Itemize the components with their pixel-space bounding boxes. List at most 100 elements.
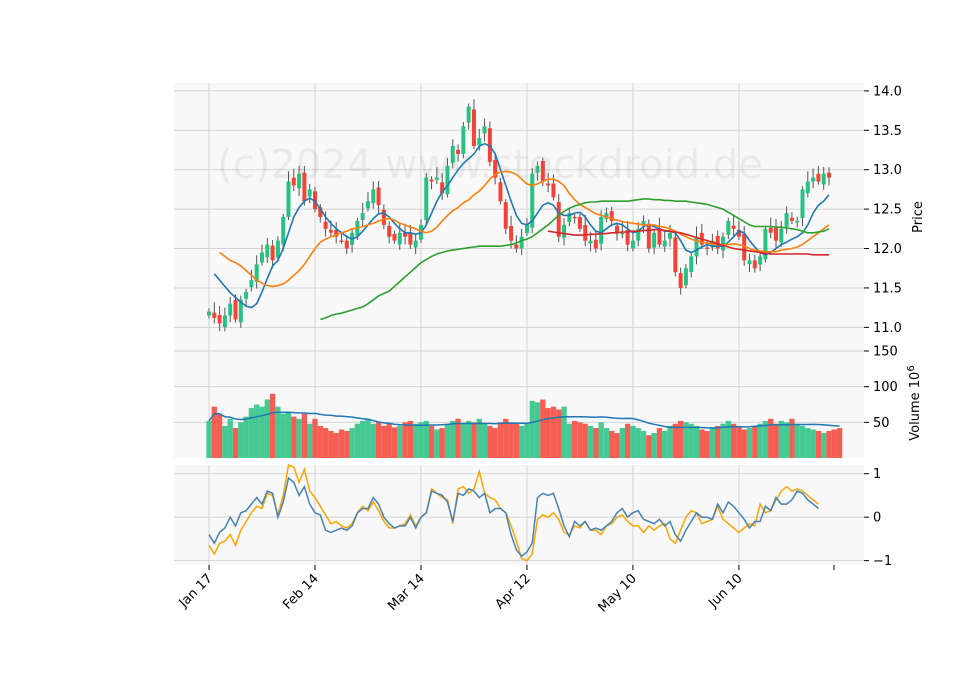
volume-bar xyxy=(370,423,376,458)
volume-bar xyxy=(805,428,811,458)
candle-body xyxy=(286,181,291,217)
volume-bar xyxy=(375,422,382,458)
candle-body xyxy=(763,228,768,260)
candle-body xyxy=(249,280,254,288)
volume-bar xyxy=(248,408,255,458)
volume-bar xyxy=(513,423,519,458)
candle-body xyxy=(747,260,752,265)
candle-body xyxy=(265,244,270,258)
candle-body xyxy=(551,183,556,198)
volume-bar xyxy=(736,425,742,458)
volume-bar xyxy=(508,422,514,458)
candle-body xyxy=(312,191,317,210)
candle-body xyxy=(721,236,726,251)
volume-bar xyxy=(391,427,398,458)
candle-body xyxy=(482,126,487,134)
candle-body xyxy=(328,229,333,233)
candle-body xyxy=(281,217,286,245)
volume-bar xyxy=(582,423,588,458)
candle-body xyxy=(562,224,567,238)
osc-axis-tick-label: 0 xyxy=(873,511,881,526)
volume-bar xyxy=(571,420,578,458)
volume-bar xyxy=(725,420,731,458)
candle-body xyxy=(222,315,227,328)
volume-bar xyxy=(768,418,774,458)
volume-bar xyxy=(476,418,482,458)
candle-body xyxy=(318,207,323,217)
candle-body xyxy=(726,220,731,235)
candle-body xyxy=(270,245,275,261)
volume-bar xyxy=(434,429,440,458)
volume-bar xyxy=(333,433,339,458)
volume-bar xyxy=(720,423,726,458)
candle-body xyxy=(323,221,328,229)
candle-body xyxy=(524,224,529,233)
volume-bar xyxy=(783,422,790,458)
candle-body xyxy=(774,228,779,241)
volume-bar xyxy=(481,423,488,458)
candle-body xyxy=(307,189,312,197)
candle-body xyxy=(466,106,471,123)
volume-bar xyxy=(614,433,620,458)
volume-bar xyxy=(656,428,663,458)
volume-bar xyxy=(693,425,700,458)
volume-bar xyxy=(349,428,355,458)
candle-body xyxy=(609,211,614,221)
volume-bar xyxy=(503,418,509,458)
volume-bar xyxy=(831,429,837,458)
candle-body xyxy=(715,235,720,249)
candle-body xyxy=(244,291,249,299)
candle-body xyxy=(546,183,551,186)
candle-body xyxy=(514,244,519,249)
volume-bar xyxy=(386,423,392,458)
candle-body xyxy=(392,233,397,241)
volume-bar xyxy=(402,422,408,458)
volume-bar xyxy=(487,425,493,458)
candle-body xyxy=(779,228,784,243)
price-axis-label: Price xyxy=(911,201,926,233)
candle-body xyxy=(588,240,593,244)
volume-bar xyxy=(646,435,652,458)
volume-bar xyxy=(413,423,419,458)
candle-body xyxy=(259,252,264,263)
x-axis-tick-label: Mar 14 xyxy=(385,571,428,614)
candle-body xyxy=(212,312,217,318)
candle-body xyxy=(577,217,582,229)
candle-body xyxy=(291,177,296,186)
ma-mid-line xyxy=(219,170,830,288)
volume-bar xyxy=(285,411,292,458)
volume-bar xyxy=(397,425,403,458)
volume-bar xyxy=(259,406,265,458)
candle-body xyxy=(339,240,344,242)
candle-body xyxy=(540,161,545,182)
volume-bar xyxy=(312,418,318,458)
volume-bar xyxy=(577,422,583,458)
candle-body xyxy=(434,177,439,180)
candle-body xyxy=(668,232,673,239)
volume-axis-label: Volume 106 xyxy=(906,365,923,440)
candle-body xyxy=(334,229,339,237)
candle-body xyxy=(408,232,413,245)
volume-bar xyxy=(344,430,350,458)
price-axis-tick-label: 12.5 xyxy=(873,203,902,218)
volume-bar xyxy=(677,420,684,458)
volume-bar xyxy=(211,406,217,458)
osc-axis-tick-label: 1 xyxy=(873,467,881,482)
volume-bar xyxy=(381,425,387,458)
volume-bar xyxy=(794,423,800,458)
price-axis-tick-label: 13.5 xyxy=(873,124,902,139)
volume-bar xyxy=(556,409,562,458)
price-axis-tick-label: 13.0 xyxy=(873,163,902,178)
price-panel xyxy=(174,83,864,351)
volume-bar xyxy=(746,428,753,458)
volume-bar xyxy=(757,423,763,458)
price-axis-tick-label: 11.0 xyxy=(873,321,902,336)
candle-body xyxy=(344,240,349,249)
volume-bars xyxy=(206,393,843,458)
candle-body xyxy=(694,236,699,257)
volume-bar xyxy=(227,418,233,458)
volume-bar xyxy=(540,399,546,458)
volume-axis-tick-label: 100 xyxy=(873,380,898,395)
volume-bar xyxy=(466,420,472,458)
